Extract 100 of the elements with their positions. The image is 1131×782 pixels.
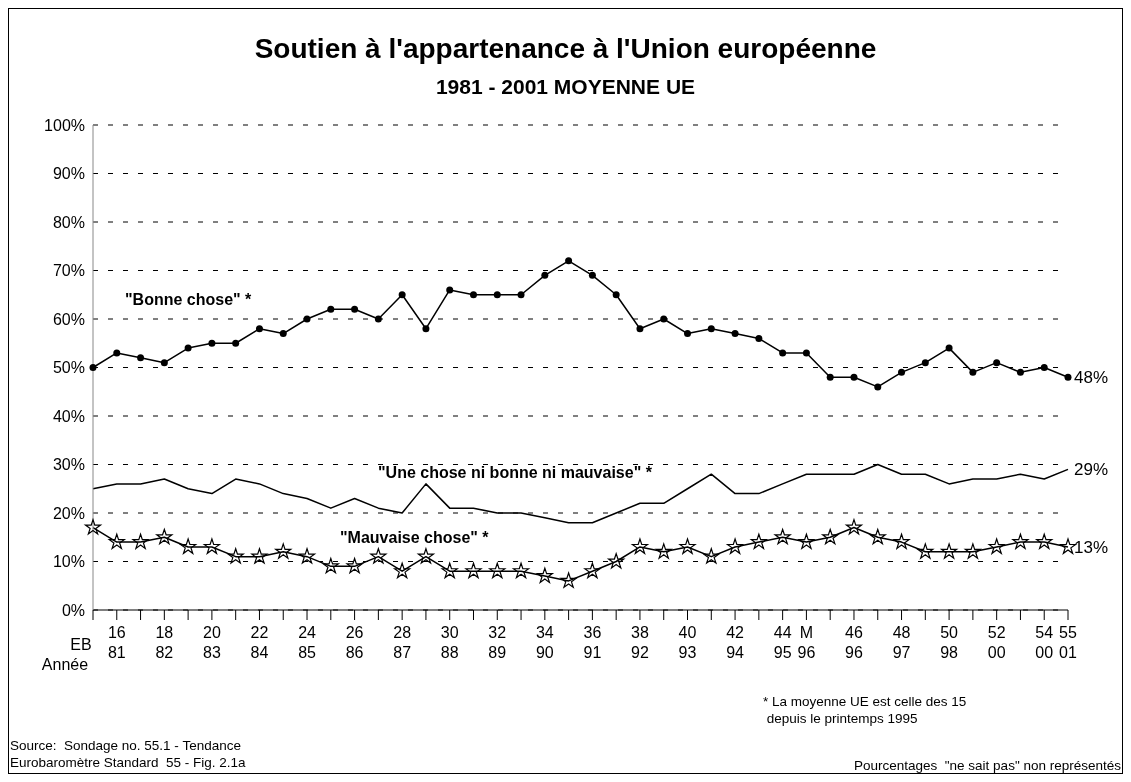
- chart-subtitle: 1981 - 2001 MOYENNE UE: [434, 75, 697, 99]
- point: [398, 291, 406, 299]
- point: [465, 562, 482, 579]
- point: [251, 548, 268, 564]
- point: [1012, 533, 1029, 550]
- point: [370, 548, 387, 564]
- y-tick-label: 10%: [52, 553, 85, 571]
- x-tick-label: 54 00: [1035, 624, 1054, 661]
- point: [351, 305, 359, 313]
- point: [608, 553, 625, 569]
- point: [707, 325, 715, 333]
- point: [565, 257, 573, 265]
- point: [940, 543, 958, 559]
- x-tick-label: 50 98: [940, 624, 959, 661]
- point: [394, 562, 411, 579]
- point: [850, 373, 858, 381]
- point: [303, 315, 311, 323]
- point: [1040, 364, 1048, 371]
- point: [917, 543, 934, 559]
- point: [275, 543, 292, 559]
- series-label: "Une chose ni bonne ni mauvaise" *: [378, 464, 652, 482]
- point: [893, 533, 910, 550]
- point: [517, 291, 525, 299]
- point: [679, 538, 696, 554]
- data-label: 48%: [1074, 368, 1109, 388]
- point: [227, 548, 244, 564]
- point: [612, 291, 620, 299]
- x-tick-label: 55 01: [1059, 624, 1077, 661]
- text: * La moyenne UE est celle des 15 depuis le printemps 1995: [763, 693, 968, 727]
- point: [755, 334, 763, 342]
- point: [113, 349, 121, 357]
- point: [1059, 538, 1077, 554]
- series-label: "Bonne chose" *: [125, 291, 252, 309]
- point: [374, 315, 382, 323]
- point: [802, 349, 810, 357]
- x-tick-label: 34 90: [535, 624, 554, 661]
- point: [869, 528, 886, 545]
- point: [327, 305, 335, 313]
- data-label: 13%: [1074, 537, 1109, 557]
- series-label: "Mauvaise chose" *: [340, 529, 489, 547]
- y-tick-label: 90%: [52, 165, 85, 183]
- point: [898, 368, 906, 376]
- point: [489, 562, 506, 579]
- point: [655, 543, 672, 559]
- line-series: [92, 463, 1069, 524]
- point: [469, 291, 477, 299]
- point: [560, 572, 577, 588]
- y-tick-label: 50%: [52, 359, 85, 377]
- x-tick-label: 44 95: [773, 624, 792, 661]
- point: [826, 373, 834, 381]
- point: [969, 368, 977, 376]
- point: [512, 562, 530, 579]
- x-tick-label: 52 00: [987, 624, 1006, 661]
- point: [703, 548, 720, 564]
- y-tick-label: 60%: [52, 310, 85, 328]
- data-label: 29%: [1074, 460, 1109, 480]
- point: [1036, 533, 1053, 550]
- source-note: Source: Sondage no. 55.1 - Tendance Eurobaromètre Standard 55 - Fig. 2.1a: [10, 737, 247, 771]
- x-tick-label: 16 81: [107, 624, 126, 661]
- point: [750, 533, 767, 550]
- point: [993, 359, 1001, 367]
- y-tick-label: 80%: [52, 213, 85, 231]
- point: [203, 538, 221, 554]
- x-tick-label: 26 86: [345, 624, 364, 661]
- point: [964, 543, 981, 559]
- point: [988, 538, 1005, 554]
- x-tick-label: 42 94: [726, 624, 745, 661]
- point: [493, 291, 501, 299]
- text: Pourcentages "ne sait pas" non représentés: [853, 757, 1121, 774]
- point: [874, 383, 882, 391]
- point: [684, 330, 692, 338]
- point: [631, 538, 649, 554]
- point: [798, 533, 815, 550]
- y-tick-label: 40%: [52, 407, 85, 425]
- point: [588, 271, 596, 279]
- text: EB: [69, 635, 93, 655]
- point: [779, 349, 787, 357]
- point: [660, 315, 668, 323]
- point: [536, 567, 553, 584]
- point: [279, 330, 287, 338]
- x-tick-label: 18 82: [155, 624, 174, 661]
- x-tick-label: 38 92: [631, 624, 649, 661]
- point: [89, 364, 97, 371]
- point: [184, 344, 192, 352]
- point: [921, 359, 929, 367]
- point: [422, 325, 430, 333]
- point: [1064, 373, 1072, 381]
- point: [160, 359, 168, 367]
- y-tick-label: 70%: [52, 262, 85, 280]
- point: [774, 528, 791, 545]
- point: [417, 548, 435, 564]
- x-tick-label: 24 85: [298, 624, 317, 661]
- point: [1016, 368, 1024, 376]
- x-tick-label: 30 88: [440, 624, 459, 661]
- y-tick-label: 100%: [44, 116, 85, 134]
- point: [156, 528, 173, 545]
- point: [945, 344, 953, 352]
- point: [108, 533, 125, 550]
- x-tick-label: 40 93: [678, 624, 697, 661]
- point: [446, 286, 454, 294]
